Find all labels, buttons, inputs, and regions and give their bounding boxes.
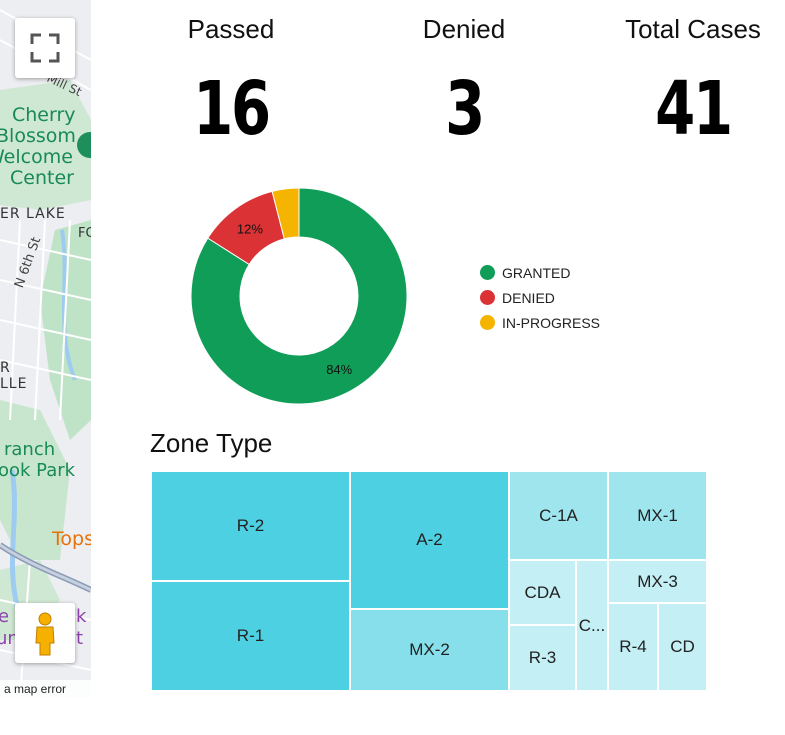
map-label-branch: ranch <box>4 439 56 460</box>
pegman-icon <box>35 612 55 656</box>
treemap-tile[interactable]: A-2 <box>350 471 509 609</box>
treemap-tile[interactable]: R-3 <box>509 625 576 691</box>
map-background <box>0 0 91 698</box>
status-legend: GRANTED DENIED IN-PROGRESS <box>480 260 600 335</box>
donut-slice-label-granted: 84% <box>326 362 352 377</box>
map-label-r: R <box>0 360 10 376</box>
treemap-tile[interactable]: MX-2 <box>350 609 509 691</box>
legend-label-granted: GRANTED <box>502 264 571 281</box>
map-label-fo: FO <box>78 226 91 241</box>
legend-label-denied: DENIED <box>502 289 555 306</box>
treemap-tile[interactable]: R-2 <box>151 471 350 581</box>
map-label-purple-4: t <box>76 628 84 649</box>
treemap-tile[interactable]: R-1 <box>151 581 350 691</box>
street-view-button[interactable] <box>15 603 75 663</box>
map-label-purple-1: e <box>0 606 10 627</box>
treemap-tile[interactable]: CDA <box>509 560 576 625</box>
map-label-welcome: Welcome <box>0 146 73 168</box>
fullscreen-icon <box>30 33 60 63</box>
kpi-passed-value: 16 <box>193 66 271 152</box>
zone-type-treemap: R-2 R-1 A-2 MX-2 C-1A MX-1 CDA R-3 C... … <box>151 471 707 691</box>
donut-slice-in-progress[interactable] <box>271 187 300 240</box>
map-label-purple-3: un <box>0 628 19 649</box>
treemap-tile[interactable]: C... <box>576 560 608 691</box>
status-donut-chart: 84% 12% <box>190 187 408 405</box>
map-label-blossom: Blossom <box>0 125 76 147</box>
kpi-denied-value: 3 <box>445 66 485 152</box>
treemap-tile[interactable]: MX-1 <box>608 471 707 560</box>
donut-slice-granted[interactable] <box>190 187 408 405</box>
legend-label-in-progress: IN-PROGRESS <box>502 314 601 331</box>
donut-slice-label-denied: 12% <box>237 221 263 236</box>
treemap-tile[interactable]: R-4 <box>608 603 658 691</box>
legend-item-granted[interactable]: GRANTED <box>480 260 600 285</box>
treemap-tile[interactable]: MX-3 <box>608 560 707 603</box>
kpi-passed-title: Passed <box>187 14 275 44</box>
map-label-lle: LLE <box>0 376 28 392</box>
legend-swatch-in-progress <box>480 315 495 330</box>
treemap-tile[interactable]: CD <box>658 603 707 691</box>
kpi-denied-title: Denied <box>422 14 506 44</box>
zone-type-title: Zone Type <box>150 428 273 458</box>
map-label-er-lake: ER LAKE <box>0 206 66 222</box>
legend-swatch-denied <box>480 290 495 305</box>
map-error-link[interactable]: a map error <box>0 680 91 698</box>
map-label-ook-park: ook Park <box>0 460 76 481</box>
treemap-tile[interactable]: C-1A <box>509 471 608 560</box>
fullscreen-button[interactable] <box>15 18 75 78</box>
map-label-center: Center <box>10 167 74 189</box>
kpi-total-value: 41 <box>655 66 733 152</box>
map-label-tops: Tops <box>52 528 91 550</box>
map-panel[interactable]: Mill St Cherry Blossom Welcome Center ER… <box>0 0 91 698</box>
legend-item-denied[interactable]: DENIED <box>480 285 600 310</box>
legend-swatch-granted <box>480 265 495 280</box>
map-label-cherry: Cherry <box>12 104 76 126</box>
kpi-total-title: Total Cases <box>625 14 761 44</box>
legend-item-in-progress[interactable]: IN-PROGRESS <box>480 310 600 335</box>
map-label-purple-2: k <box>76 606 87 627</box>
